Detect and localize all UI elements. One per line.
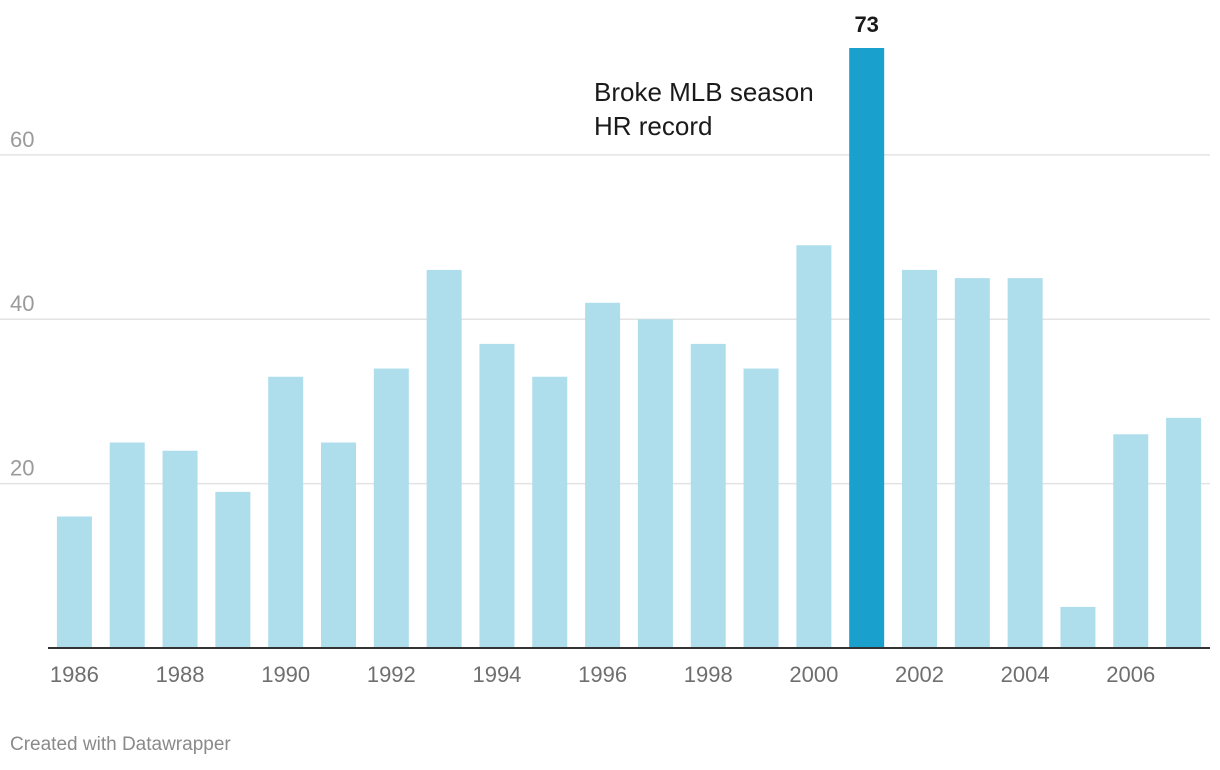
bar-1994	[479, 343, 515, 648]
bar-1990	[268, 376, 304, 648]
bar-1992	[373, 368, 409, 648]
x-tick-label-1986: 1986	[50, 662, 99, 687]
bar-1986	[56, 516, 92, 648]
bar-1989	[215, 491, 251, 648]
bar-2003	[954, 278, 990, 648]
x-tick-label-2002: 2002	[895, 662, 944, 687]
x-tick-label-1994: 1994	[472, 662, 521, 687]
bar-1995	[532, 376, 568, 648]
bar-1987	[109, 442, 145, 648]
datawrapper-credit: Created with Datawrapper	[10, 734, 231, 755]
y-tick-label-20: 20	[10, 456, 34, 481]
bar-2007	[1166, 417, 1202, 648]
x-tick-label-1998: 1998	[684, 662, 733, 687]
bar-2000	[796, 245, 832, 648]
bar-1998	[690, 343, 726, 648]
x-tick-label-1988: 1988	[156, 662, 205, 687]
data-labels: 73	[854, 12, 878, 37]
bars	[56, 48, 1202, 648]
bar-1999	[743, 368, 779, 648]
bar-1991	[321, 442, 356, 648]
x-tick-label-1990: 1990	[261, 662, 310, 687]
bar-1996	[585, 302, 621, 648]
bar-2002	[902, 269, 937, 648]
x-tick-label-2004: 2004	[1001, 662, 1050, 687]
x-tick-label-2000: 2000	[789, 662, 838, 687]
annotation-line-1: Broke MLB season	[594, 77, 814, 107]
x-tick-label-2006: 2006	[1106, 662, 1155, 687]
bar-chart: 20 40 60 1986 1988 1990 1992 1994 1996 1998 2000 2…	[0, 12, 1210, 687]
y-tick-label-40: 40	[10, 291, 34, 316]
data-label-2001: 73	[854, 12, 878, 37]
bar-1997	[637, 319, 673, 648]
x-tick-label-1996: 1996	[578, 662, 627, 687]
x-axis-ticks: 1986 1988 1990 1992 1994 1996 1998 2000 2002 2004…	[50, 662, 1155, 687]
bar-1988	[162, 450, 198, 648]
y-tick-label-60: 60	[10, 127, 34, 152]
x-tick-label-1992: 1992	[367, 662, 416, 687]
bar-2001	[849, 48, 885, 648]
bar-2006	[1113, 434, 1149, 648]
y-axis-ticks: 20 40 60	[10, 127, 34, 481]
bar-2004	[1007, 278, 1043, 648]
bar-2005	[1060, 606, 1096, 648]
bar-1993	[426, 269, 462, 648]
annotation-line-2: HR record	[594, 111, 712, 141]
